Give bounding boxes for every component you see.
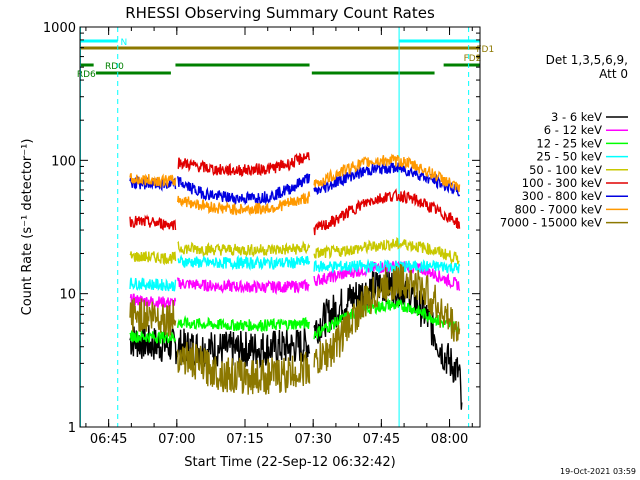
series-line-50-100-kev-part-3 — [313, 236, 460, 265]
flag-label-fd1: FD1 — [476, 45, 494, 55]
x-axis-label: Start Time (22-Sep-12 06:32:42) — [184, 455, 395, 470]
flag-label-n: N — [120, 38, 127, 48]
series-line-100-300-kev-part-2 — [177, 152, 311, 178]
series-line-25-50-kev-part-3 — [313, 258, 461, 275]
series-line-12-25-kev-part-2 — [177, 315, 311, 333]
x-tick-label: 07:45 — [363, 432, 400, 447]
chart-title: RHESSI Observing Summary Count Rates — [125, 4, 435, 22]
series-line-7000-15000-kev-part-2 — [177, 341, 311, 395]
y-tick-label: 10 — [59, 288, 76, 303]
series-line-300-800-kev-part-2 — [177, 173, 311, 206]
legend-label-50-100-kev: 50 - 100 keV — [529, 163, 602, 177]
generation-timestamp: 19-Oct-2021 03:59 — [560, 467, 636, 476]
x-tick-label: 07:00 — [158, 432, 195, 447]
series-line-25-50-kev-part-1 — [129, 277, 177, 292]
series-line-6-12-kev-part-2 — [177, 277, 310, 295]
series-line-6-12-kev-part-3 — [313, 260, 461, 291]
series-line-25-50-kev-part-2 — [177, 254, 311, 271]
series-line-800-7000-kev-part-2 — [177, 191, 311, 217]
series-line-50-100-kev-part-2 — [177, 240, 311, 258]
legend-label-800-7000-kev: 800 - 7000 keV — [514, 202, 602, 216]
series-line-6-12-kev-part-1 — [129, 293, 177, 309]
series-line-100-300-kev-part-1 — [129, 214, 177, 231]
y-axis-label: Count Rate (s⁻¹ detector⁻¹) — [20, 139, 35, 316]
series-line-50-100-kev-part-1 — [129, 251, 177, 266]
series-line-800-7000-kev-part-3 — [313, 153, 461, 192]
x-tick-label: 08:00 — [431, 432, 468, 447]
x-tick-label: 07:15 — [226, 432, 263, 447]
legend-label-6-12-kev: 6 - 12 keV — [544, 123, 602, 137]
series-line-3-6-kev-part-1 — [129, 322, 311, 369]
flag-label-rd6: RD6 — [77, 70, 96, 80]
y-tick-label: 1 — [68, 421, 76, 436]
flag-label-fd2: FD2 — [464, 54, 482, 64]
legend-label-12-25-kev: 12 - 25 keV — [536, 136, 602, 150]
legend-label-3-6-kev: 3 - 6 keV — [551, 110, 602, 124]
x-tick-label: 07:30 — [294, 432, 331, 447]
axis-ticks: 06:45 07:00 07:15 07:30 07:45 08:00 1 10 100 1000 — [43, 21, 480, 447]
series-lines — [129, 152, 463, 410]
series-line-100-300-kev-part-3 — [313, 188, 461, 236]
x-tick-label: 06:45 — [90, 432, 127, 447]
series-line-300-800-kev-part-3 — [313, 159, 461, 197]
legend-label-25-50-kev: 25 - 50 keV — [536, 150, 602, 164]
series-line-7000-15000-kev-part-1 — [129, 298, 177, 337]
legend-label-7000-15000-kev: 7000 - 15000 keV — [500, 216, 602, 230]
y-tick-label: 1000 — [43, 21, 76, 36]
legend-header-line-1: Det 1,3,5,6,9, — [546, 53, 628, 67]
y-tick-label: 100 — [51, 154, 76, 169]
plot-frame — [79, 26, 481, 428]
legend-label-100-300-kev: 100 - 300 keV — [522, 176, 602, 190]
series-line-800-7000-kev-part-1 — [129, 173, 177, 189]
series-line-12-25-kev-part-1 — [129, 330, 177, 345]
legend-header-line-2: Att 0 — [599, 67, 628, 81]
legend-label-300-800-kev: 300 - 800 keV — [522, 189, 602, 203]
series-line-7000-15000-kev-part-3 — [313, 263, 461, 374]
flag-label-rd0: RD0 — [105, 62, 124, 72]
